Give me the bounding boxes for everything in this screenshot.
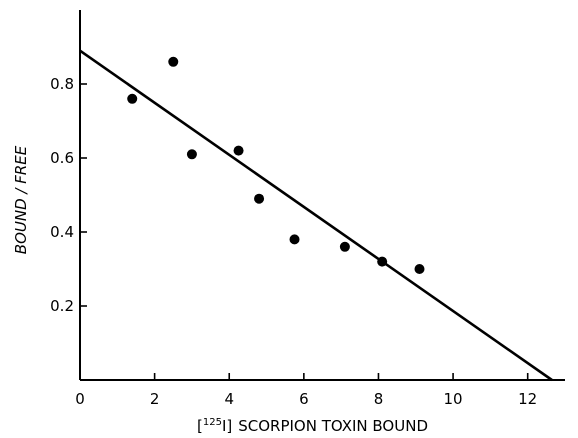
y-tick-label: 0.2 (50, 297, 74, 315)
data-series (127, 56, 425, 274)
y-tick-label: 0.4 (50, 223, 74, 241)
x-axis-title: [125I] SCORPION TOXIN BOUND (197, 417, 428, 435)
x-tick-label: 2 (150, 390, 160, 408)
regression-line (79, 49, 553, 382)
x-axis-title-isotope: I] (222, 417, 232, 435)
data-point (289, 234, 300, 245)
data-point (127, 93, 138, 104)
x-axis-title-text: SCORPION TOXIN BOUND (238, 417, 428, 435)
x-tick-label: 0 (75, 390, 85, 408)
x-tick-label: 6 (299, 390, 309, 408)
data-point (254, 193, 265, 204)
data-point (186, 149, 197, 160)
data-point (168, 56, 179, 67)
x-ticks: 0 2 4 6 8 10 12 (75, 373, 537, 408)
x-axis-title-isotope-mass: 125 (203, 417, 222, 428)
y-axis-title: BOUND / FREE (12, 145, 30, 254)
x-tick-label: 8 (374, 390, 384, 408)
data-point (233, 145, 244, 156)
data-point (339, 241, 350, 252)
data-point (414, 264, 425, 274)
y-ticks: 0.2 0.4 0.6 0.8 (50, 75, 87, 315)
x-axis-title-bracket: [ (197, 417, 203, 435)
x-tick-label: 10 (444, 390, 463, 408)
y-tick-label: 0.8 (50, 75, 74, 93)
x-tick-label: 4 (224, 390, 234, 408)
x-tick-label: 12 (518, 390, 537, 408)
axes (79, 10, 565, 381)
y-tick-label: 0.6 (50, 149, 74, 167)
